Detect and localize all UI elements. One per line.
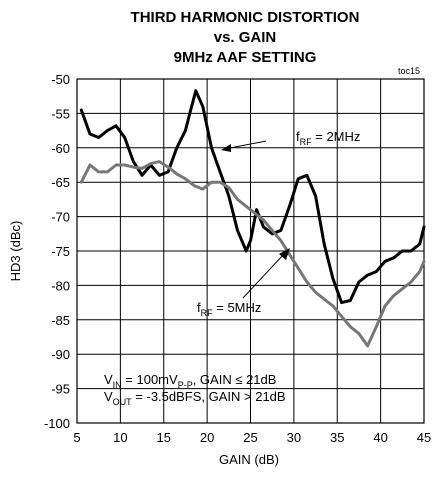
y-tick-label: -100 [44, 416, 70, 431]
y-tick-label: -90 [51, 347, 70, 362]
series-line-2mhz [79, 89, 426, 305]
chart-title-line-2: vs. GAIN [214, 29, 277, 46]
x-tick-label: 15 [157, 430, 171, 445]
x-tick-label: 45 [417, 430, 431, 445]
condition-line-2: VOUT = -3.5dBFS, GAIN > 21dB [104, 389, 286, 407]
y-tick-label: -70 [51, 210, 70, 225]
x-tick-label: 20 [200, 430, 214, 445]
y-tick-label: -50 [51, 72, 70, 87]
plot-frame [76, 78, 425, 424]
grid [76, 78, 425, 424]
arrow-5mhz-line [242, 253, 285, 299]
arrow-5mhz-head [279, 248, 290, 260]
x-tick-label: 25 [243, 430, 257, 445]
x-tick-label: 5 [73, 430, 80, 445]
y-axis-title: HD3 (dBc) [8, 221, 23, 282]
y-tick-label: -65 [51, 175, 70, 190]
x-tick-labels: 5 10 15 20 25 30 35 40 45 [73, 430, 431, 445]
y-tick-label: -60 [51, 141, 70, 156]
x-tick-label: 35 [330, 430, 344, 445]
y-tick-label: -95 [51, 382, 70, 397]
y-tick-label: -55 [51, 106, 70, 121]
x-tick-label: 10 [113, 430, 127, 445]
x-tick-label: 30 [287, 430, 301, 445]
y-tick-label: -85 [51, 313, 70, 328]
x-tick-label: 40 [373, 430, 387, 445]
y-tick-label: -75 [51, 244, 70, 259]
condition-line-1: VIN = 100mVP-P, GAIN ≤ 21dB [104, 372, 276, 390]
label-2mhz: fRF = 2MHz [296, 129, 360, 147]
arrow-2mhz-line [229, 140, 267, 149]
y-tick-labels: -50 -55 -60 -65 -70 -75 -80 -85 -90 -95 -100 [44, 72, 70, 431]
x-axis-title: GAIN (dB) [219, 452, 279, 467]
y-tick-label: -80 [51, 278, 70, 293]
label-5mhz: fRF = 5MHz [197, 300, 261, 318]
series-lines [79, 89, 426, 348]
arrow-2mhz-head [221, 144, 231, 152]
series-line-5mhz [79, 160, 426, 348]
chart-title-line-3: 9MHz AAF SETTING [174, 49, 317, 66]
annotation-arrows [221, 140, 290, 299]
chart-title-line-1: THIRD HARMONIC DISTORTION [131, 9, 360, 26]
chart-code: toc15 [398, 66, 420, 76]
